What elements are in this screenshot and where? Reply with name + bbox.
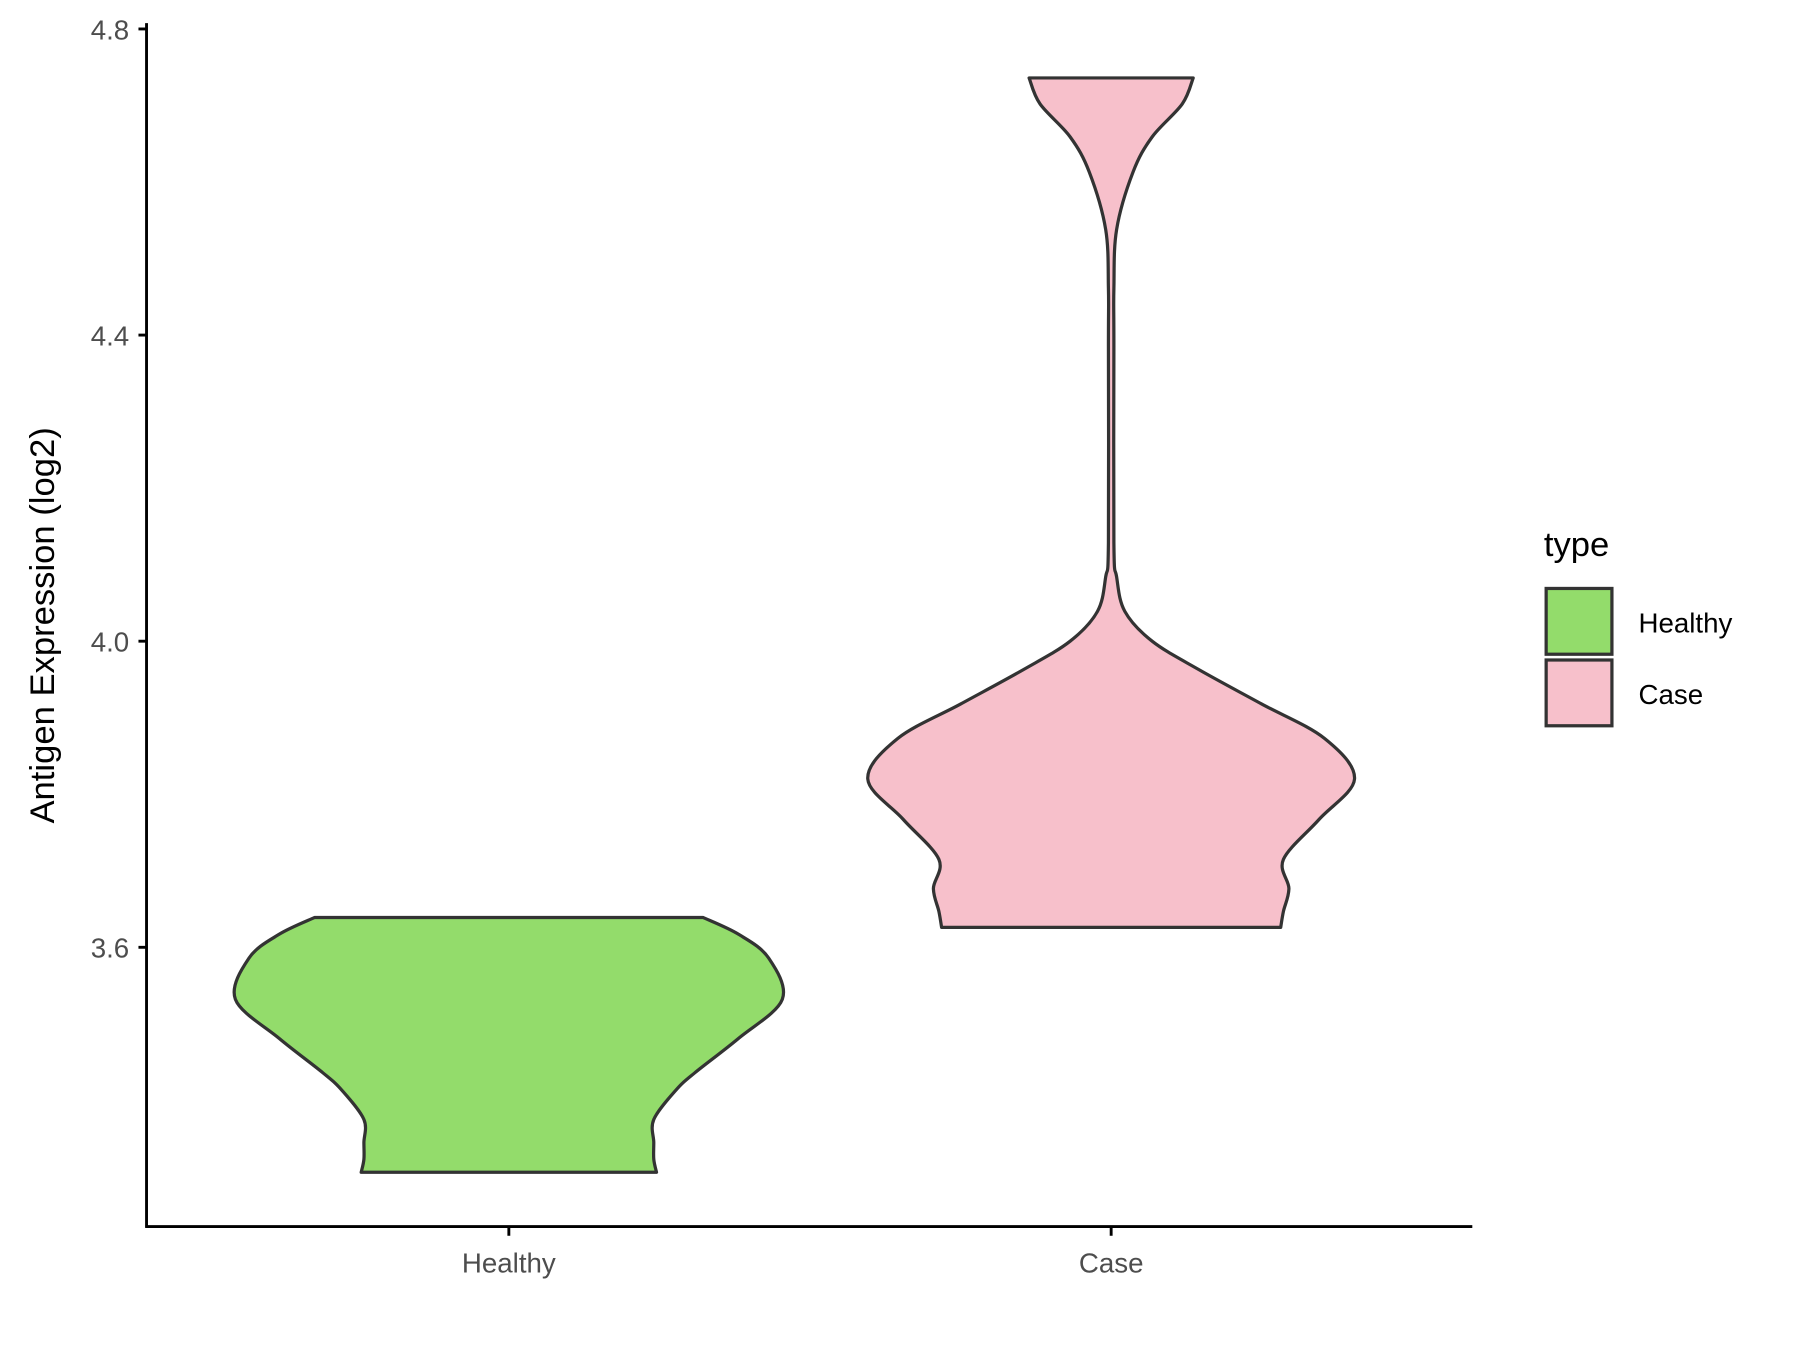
- x-tick-label: Healthy: [462, 1248, 556, 1279]
- y-ticks: 3.6 4.0 4.4 4.8: [91, 14, 147, 964]
- y-tick-label: 3.6: [91, 933, 130, 964]
- y-axis-label: Antigen Expression (log2): [24, 427, 62, 823]
- legend-title: type: [1544, 526, 1609, 564]
- legend-key-case: [1544, 658, 1614, 728]
- y-tick-label: 4.0: [91, 627, 130, 658]
- x-tick-label: Case: [1079, 1248, 1144, 1279]
- legend-label-case: Case: [1638, 679, 1703, 710]
- violin-case: [866, 76, 1357, 930]
- y-tick-label: 4.8: [91, 14, 130, 45]
- legend-label-healthy: Healthy: [1638, 607, 1732, 638]
- violin-healthy: [232, 915, 786, 1174]
- x-ticks: Healthy Case: [462, 1226, 1144, 1279]
- y-tick-label: 4.4: [91, 320, 130, 351]
- violins: [232, 76, 1357, 1174]
- legend-key-healthy: [1544, 586, 1614, 656]
- legend: type Healthy Case: [1544, 526, 1732, 728]
